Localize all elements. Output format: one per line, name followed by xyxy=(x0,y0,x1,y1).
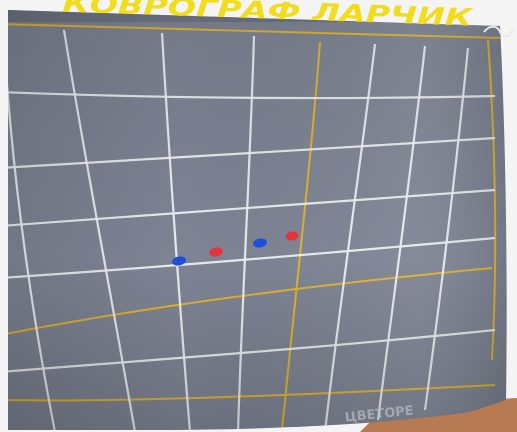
marker-blue-2[interactable] xyxy=(252,237,267,248)
bottom-caption: ЦВЕТОРЕ xyxy=(344,403,414,425)
marker-blue-1[interactable] xyxy=(171,255,186,266)
title-swirl-icon xyxy=(483,25,513,38)
markers xyxy=(171,230,299,266)
marker-red-1[interactable] xyxy=(208,246,223,257)
marker-red-2[interactable] xyxy=(285,230,299,241)
